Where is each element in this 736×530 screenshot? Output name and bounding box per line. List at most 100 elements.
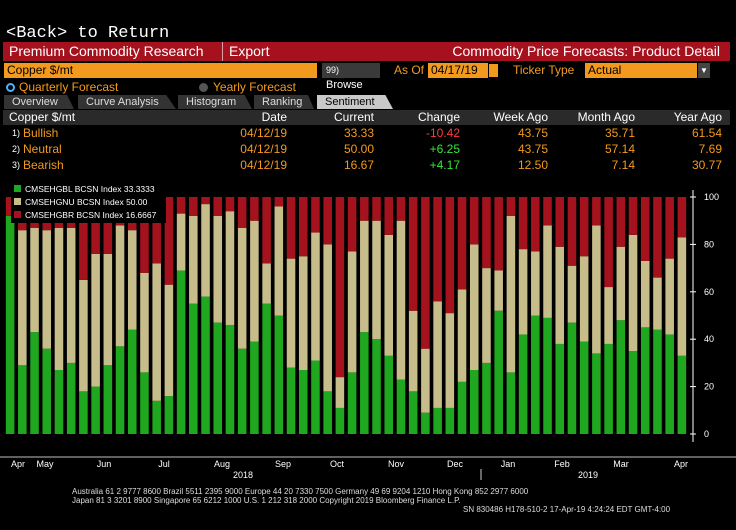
bar-bearish: [543, 197, 552, 226]
bar-neutral: [66, 227, 76, 363]
row-current: 50.00: [343, 142, 374, 156]
bar-neutral: [408, 310, 418, 392]
row-month-ago: 57.14: [604, 142, 635, 156]
bar-bearish: [469, 197, 479, 245]
bar-neutral: [567, 265, 577, 323]
export-button[interactable]: Export: [229, 43, 270, 59]
y-tick-label: 20: [704, 382, 714, 392]
bar-bullish: [421, 412, 430, 434]
bar-neutral: [237, 227, 247, 349]
bar-bearish: [274, 197, 284, 207]
bar-bearish: [482, 197, 491, 269]
bar-bullish: [457, 381, 467, 434]
bar-bullish: [433, 407, 442, 434]
row-month-ago: 35.71: [604, 126, 635, 140]
tab-sentiment[interactable]: Sentiment: [317, 95, 393, 109]
row-week-ago: 43.75: [517, 142, 548, 156]
bar-neutral: [103, 253, 113, 366]
quarterly-forecast-label[interactable]: Quarterly Forecast: [19, 80, 119, 94]
browse-button[interactable]: 99) Browse: [322, 63, 380, 91]
legend-swatch: [14, 198, 21, 205]
ticker-type-label: Ticker Type: [513, 63, 575, 77]
bar-bullish: [518, 334, 528, 434]
bar-bullish: [677, 355, 687, 434]
table-row[interactable]: 1) Bullish 04/12/19 33.33 -10.42 43.75 3…: [3, 126, 730, 142]
bar-neutral: [616, 246, 626, 321]
bar-bullish: [494, 310, 503, 434]
bar-bearish: [616, 197, 626, 247]
bar-bullish: [66, 362, 76, 434]
tab-overview[interactable]: Overview: [4, 95, 74, 109]
bar-bearish: [640, 197, 650, 261]
bar-bearish: [531, 197, 540, 252]
commodity-input[interactable]: Copper $/mt: [4, 63, 317, 78]
bar-neutral: [543, 225, 552, 318]
bar-neutral: [494, 270, 503, 311]
bar-bullish: [335, 407, 345, 434]
row-date: 04/12/19: [240, 158, 287, 172]
quarterly-radio-icon[interactable]: [6, 83, 15, 92]
ticker-type-select[interactable]: Actual: [585, 63, 697, 78]
bar-neutral: [42, 230, 52, 349]
bar-bullish: [115, 346, 125, 434]
column-header: Week Ago: [493, 110, 548, 124]
y-axis: 0 20 40 60 80 100: [690, 190, 719, 442]
bar-neutral: [506, 215, 516, 373]
row-date: 04/12/19: [240, 126, 287, 140]
title-bar: Premium Commodity Research Export Commod…: [3, 42, 730, 61]
bar-bullish: [567, 322, 577, 434]
bar-neutral: [555, 246, 565, 344]
yearly-radio-icon[interactable]: [199, 83, 208, 92]
y-tick-label: 40: [704, 334, 714, 344]
table-row[interactable]: 3) Bearish 04/12/19 16.67 +4.17 12.50 7.…: [3, 158, 730, 174]
bar-bearish: [592, 197, 601, 226]
bar-bearish: [677, 197, 687, 238]
row-current: 33.33: [343, 126, 374, 140]
as-of-date-input[interactable]: 04/17/19: [428, 63, 488, 78]
bars-group: [5, 197, 687, 434]
legend-swatch: [14, 211, 21, 218]
row-week-ago: 43.75: [517, 126, 548, 140]
column-header: Month Ago: [577, 110, 635, 124]
bar-neutral: [360, 220, 369, 333]
row-change: +4.17: [429, 158, 460, 172]
bar-neutral: [189, 215, 198, 304]
bar-bearish: [347, 197, 357, 252]
x-month-label: Apr: [11, 459, 25, 469]
title-separator: [222, 42, 223, 61]
bar-bearish: [457, 197, 467, 290]
bar-neutral: [531, 251, 540, 316]
bar-bearish: [250, 197, 259, 221]
bar-neutral: [127, 230, 137, 330]
tab-ranking[interactable]: Ranking: [254, 95, 314, 109]
legend-swatch: [14, 185, 21, 192]
bar-bullish: [30, 332, 39, 434]
row-current: 16.67: [343, 158, 374, 172]
date-picker-icon[interactable]: [489, 64, 498, 77]
x-month-label: Jun: [97, 459, 112, 469]
back-link[interactable]: <Back> to Return: [6, 24, 170, 43]
bar-neutral: [115, 225, 125, 347]
bar-neutral: [213, 215, 223, 323]
bar-bearish: [298, 197, 308, 257]
bar-bearish: [335, 197, 345, 378]
bar-bullish: [408, 391, 418, 434]
bar-neutral: [579, 256, 589, 342]
bar-bearish: [518, 197, 528, 250]
bar-neutral: [628, 234, 638, 352]
bar-bullish: [103, 365, 113, 434]
bar-neutral: [372, 220, 381, 340]
bar-neutral: [457, 289, 467, 382]
chevron-down-icon[interactable]: ▼: [698, 63, 710, 78]
yearly-forecast-label[interactable]: Yearly Forecast: [213, 80, 296, 94]
bar-bearish: [323, 197, 332, 245]
bar-bearish: [201, 197, 210, 205]
bar-bullish: [201, 296, 210, 434]
tab-histogram[interactable]: Histogram: [178, 95, 252, 109]
as-of-label: As Of: [394, 63, 425, 77]
bar-bullish: [250, 341, 259, 434]
x-month-label: Mar: [613, 459, 629, 469]
tab-curve-analysis[interactable]: Curve Analysis: [78, 95, 176, 109]
bar-bullish: [274, 315, 284, 434]
table-row[interactable]: 2) Neutral 04/12/19 50.00 +6.25 43.75 57…: [3, 142, 730, 158]
